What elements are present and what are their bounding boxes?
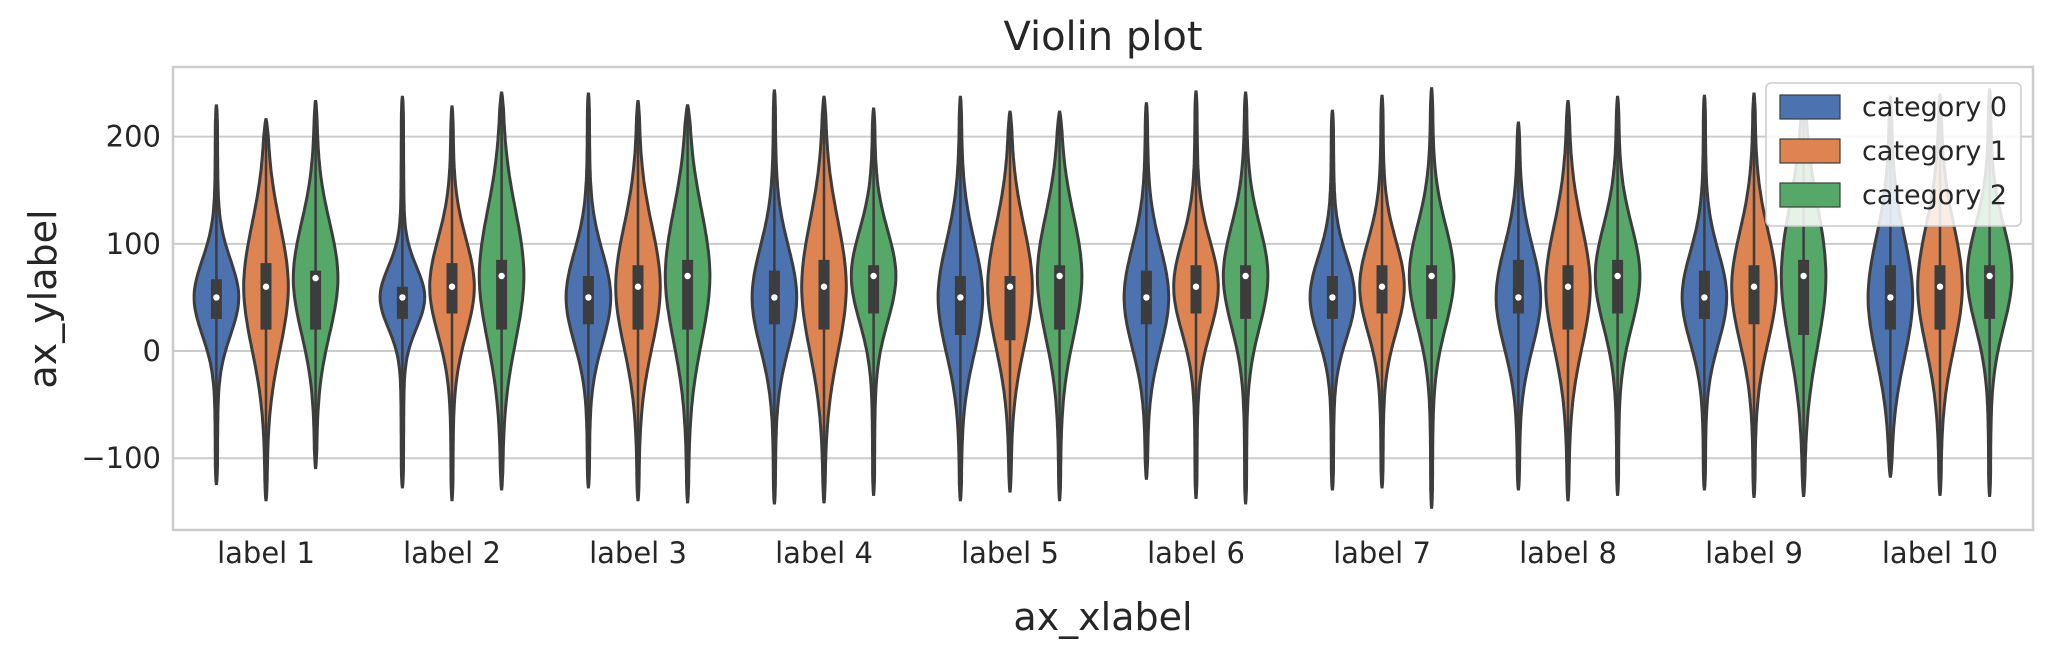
x-axis-label: ax_xlabel <box>1013 595 1192 639</box>
legend-swatch <box>1779 138 1841 164</box>
legend: category 0 category 1 category 2 <box>1765 82 2022 227</box>
violin-median <box>870 272 877 280</box>
x-tick-label: label 10 <box>1882 536 1998 570</box>
violin-median <box>1800 272 1807 280</box>
violin-median <box>1750 283 1758 290</box>
legend-label: category 1 <box>1862 136 2007 167</box>
y-tick-label: 200 <box>106 120 161 154</box>
violin-median <box>1192 283 1200 290</box>
x-tick-label: label 8 <box>1519 536 1617 570</box>
violin-median <box>1329 294 1336 301</box>
violin-median <box>1143 294 1150 301</box>
x-ticks: label 1 label 2 label 3 label 4 label 5 label… <box>217 536 1998 570</box>
violin-median <box>1006 283 1014 290</box>
legend-swatch <box>1779 182 1841 208</box>
y-tick-label: −100 <box>81 441 161 475</box>
violin-median <box>1378 283 1386 290</box>
violin-median <box>1986 272 1993 280</box>
y-tick-label: 100 <box>106 227 161 261</box>
chart-title: Violin plot <box>1003 14 1202 60</box>
x-tick-label: label 4 <box>775 536 873 570</box>
x-tick-label: label 3 <box>589 536 687 570</box>
violin-median <box>1428 272 1435 280</box>
violin-median <box>957 294 964 301</box>
y-tick-label: 0 <box>143 334 161 368</box>
violin-median <box>1936 283 1944 290</box>
violin-median <box>1614 272 1621 280</box>
x-tick-label: label 6 <box>1147 536 1245 570</box>
violin-median <box>1515 294 1522 301</box>
violin-median <box>1701 294 1708 301</box>
violin-median <box>684 272 691 280</box>
x-tick-label: label 9 <box>1705 536 1803 570</box>
legend-label: category 2 <box>1862 180 2007 211</box>
x-tick-label: label 1 <box>217 536 315 570</box>
legend-swatch <box>1779 94 1841 120</box>
violin-median <box>1056 272 1063 280</box>
violin-median <box>585 294 592 301</box>
y-ticks: −100 0 100 200 <box>81 120 161 476</box>
violin-median <box>399 294 406 301</box>
violin-median <box>820 283 828 290</box>
violin-median <box>1887 294 1894 301</box>
violin-median <box>262 283 270 290</box>
violin-median <box>448 283 456 290</box>
x-tick-label: label 2 <box>403 536 501 570</box>
violin-median <box>312 274 319 282</box>
legend-label: category 0 <box>1862 92 2007 123</box>
violin-median <box>1564 283 1572 290</box>
violin-median <box>634 283 642 290</box>
violin-median <box>498 272 505 280</box>
violin-median <box>213 294 220 301</box>
violin-median <box>771 294 778 301</box>
x-tick-label: label 5 <box>961 536 1059 570</box>
y-axis-label: ax_ylabel <box>21 209 65 388</box>
violins <box>192 87 2014 509</box>
x-tick-label: label 7 <box>1333 536 1431 570</box>
violin-median <box>1242 272 1249 280</box>
